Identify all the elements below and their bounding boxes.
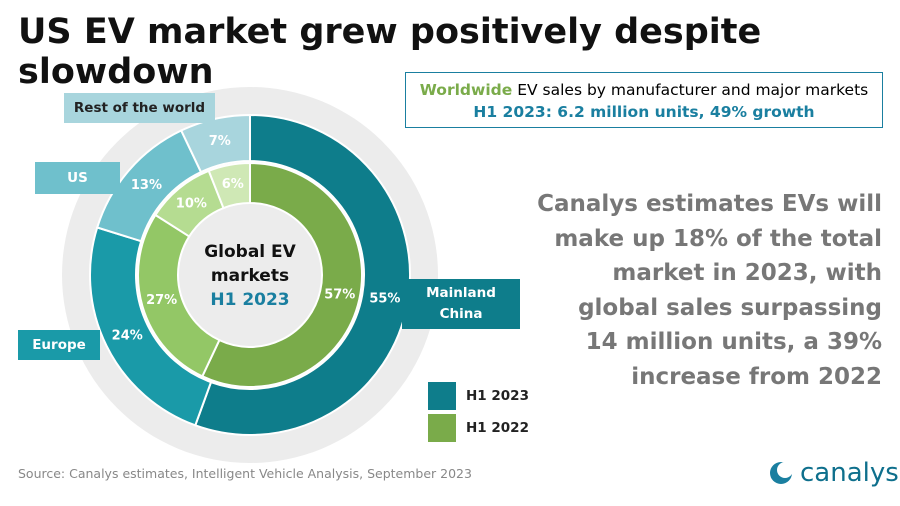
data-label: 6%: [222, 177, 244, 192]
commentary: Canalys estimates EVs will make up 18% of…: [537, 187, 882, 394]
category-label: Mainland China: [402, 279, 520, 329]
commentary-line: Canalys estimates EVs will: [537, 191, 882, 217]
data-label: 57%: [324, 288, 355, 303]
data-label: 13%: [131, 178, 162, 193]
category-label: Rest of the world: [64, 93, 215, 123]
legend-swatch: [428, 382, 456, 410]
logo-icon: [770, 462, 793, 484]
logo-text: canalys: [800, 458, 899, 488]
data-label: 24%: [112, 328, 143, 343]
legend-item: H1 2023: [428, 382, 529, 410]
legend-label: H1 2023: [466, 388, 529, 404]
center-label: markets: [211, 266, 289, 286]
info-text: EV sales by manufacturer and major marke…: [517, 81, 869, 99]
data-label: 7%: [209, 134, 231, 149]
commentary-line: 14 million units, a 39%: [585, 329, 882, 355]
center-label: H1 2023: [210, 290, 289, 310]
info-highlight: Worldwide: [419, 81, 513, 99]
legend-item: H1 2022: [428, 414, 529, 442]
commentary-line: global sales surpassing: [578, 294, 882, 321]
info-line: Worldwide EV sales by manufacturer and m…: [406, 79, 882, 101]
commentary-line: make up 18% of the total: [554, 225, 882, 252]
data-label: 27%: [146, 293, 177, 308]
category-label: Europe: [18, 330, 100, 360]
legend-swatch: [428, 414, 456, 442]
commentary-line: market in 2023, with: [612, 260, 882, 286]
data-label: 55%: [369, 291, 400, 306]
legend-label: H1 2022: [466, 420, 529, 436]
logo: canalys: [768, 458, 899, 488]
data-label: 10%: [176, 197, 207, 212]
donut-segment: [200, 161, 363, 388]
center-label: Global EV: [204, 242, 296, 262]
info-box: Worldwide EV sales by manufacturer and m…: [405, 72, 883, 128]
source: Source: Canalys estimates, Intelligent V…: [18, 466, 472, 481]
category-label: US: [35, 162, 120, 194]
legend: H1 2023 H1 2022: [428, 382, 529, 446]
chart-title: US EV market grew positively despite slo…: [18, 12, 762, 92]
info-text: H1 2023: 6.2 million units, 49% growth: [473, 103, 815, 121]
donut-segment: [193, 113, 411, 436]
donut-segment: [207, 161, 251, 210]
commentary-line: increase from 2022: [631, 363, 882, 390]
